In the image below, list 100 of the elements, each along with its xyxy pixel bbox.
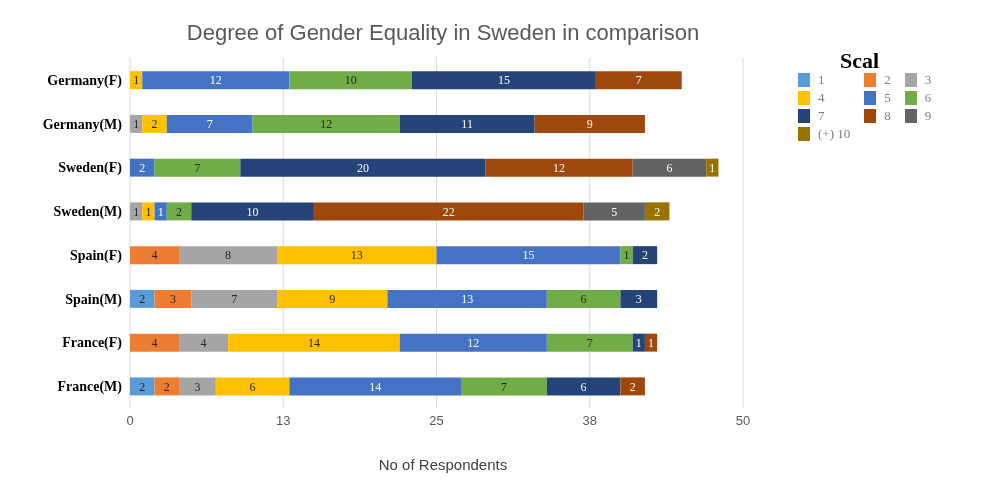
bar [436, 246, 621, 265]
y-tick-label: Sweden(M) [53, 204, 123, 221]
legend-label: 3 [924, 72, 932, 88]
data-label: 5 [611, 204, 618, 219]
data-label: 15 [522, 248, 535, 263]
data-label: 22 [442, 204, 455, 219]
data-label: 15 [497, 73, 510, 88]
data-label: 9 [329, 292, 336, 307]
bar [289, 71, 412, 90]
data-label: 2 [139, 160, 146, 175]
bar [546, 377, 621, 396]
bar [179, 246, 278, 265]
bar [179, 377, 216, 396]
bar [546, 333, 633, 352]
bar [387, 289, 547, 308]
data-label: 7 [500, 379, 507, 394]
x-tick-label: 13 [276, 413, 291, 429]
x-tick-label: 0 [126, 413, 134, 429]
bar [191, 202, 314, 221]
bar [644, 202, 670, 221]
data-label: 7 [206, 117, 213, 132]
bar [228, 333, 400, 352]
x-tick-label: 38 [582, 413, 597, 429]
bar [142, 71, 290, 90]
bar [191, 289, 278, 308]
data-label: 8 [225, 248, 232, 263]
data-label: 10 [344, 73, 357, 88]
bar [620, 377, 645, 396]
legend-label: (+) 10 [818, 126, 851, 142]
data-label: 2 [641, 248, 648, 263]
legend-label: 7 [818, 108, 825, 124]
data-label: 1 [623, 248, 630, 263]
data-label: 20 [356, 160, 369, 175]
data-label: 7 [586, 335, 593, 350]
legend-title: Scal [840, 48, 880, 73]
bar [154, 377, 180, 396]
bar [399, 114, 535, 133]
bar [595, 71, 682, 90]
bar [277, 246, 437, 265]
data-label: 10 [246, 204, 259, 219]
bar [215, 377, 290, 396]
bar [620, 289, 658, 308]
data-label: 14 [369, 379, 382, 394]
data-label: 1 [635, 335, 642, 350]
x-axis-title: No of Respondents [377, 456, 509, 473]
data-label: 3 [635, 292, 642, 307]
bar [546, 289, 621, 308]
bar [179, 333, 229, 352]
data-label: 3 [169, 292, 176, 307]
data-label: 1 [157, 204, 164, 219]
bar [130, 158, 155, 177]
legend-label: 9 [924, 108, 932, 124]
x-tick-label: 25 [429, 413, 444, 429]
data-label: 12 [467, 335, 480, 350]
data-label: 2 [139, 379, 146, 394]
y-tick-label: Spain(M) [65, 291, 123, 308]
data-label: 11 [461, 117, 473, 132]
data-label: 2 [654, 204, 661, 219]
bar [277, 289, 388, 308]
data-label: 12 [320, 117, 333, 132]
data-label: 2 [176, 204, 183, 219]
y-tick-label: Sweden(F) [58, 160, 123, 177]
data-label: 2 [139, 292, 146, 307]
legend-label: 2 [884, 72, 891, 88]
x-tick-label: 50 [735, 413, 751, 429]
bar [399, 333, 547, 352]
bar [154, 158, 241, 177]
legend-label: 1 [818, 72, 825, 88]
bar [461, 377, 547, 396]
data-label: 12 [209, 73, 222, 88]
bar [166, 114, 253, 133]
data-label: 7 [231, 292, 238, 307]
y-tick-label: Germany(M) [42, 116, 123, 133]
legend-label: 8 [884, 108, 891, 124]
data-label: 2 [629, 379, 636, 394]
y-tick-label: Spain(F) [69, 247, 123, 264]
data-label: 4 [151, 248, 158, 263]
data-label: 7 [194, 160, 201, 175]
bar [130, 333, 180, 352]
data-label: 9 [586, 117, 593, 132]
bar [313, 202, 584, 221]
data-label: 3 [194, 379, 201, 394]
y-tick-label: France(F) [62, 335, 123, 352]
data-label: 1 [133, 204, 140, 219]
data-label: 4 [151, 335, 158, 350]
data-label: 2 [163, 379, 170, 394]
data-label: 1 [133, 117, 140, 132]
legend-label: 6 [924, 90, 932, 106]
data-label: 4 [200, 335, 207, 350]
bar [166, 202, 192, 221]
data-label: 2 [151, 117, 158, 132]
data-label: 6 [666, 160, 673, 175]
data-label: 1 [648, 335, 655, 350]
data-label: 13 [350, 248, 363, 263]
data-label: 1 [709, 160, 716, 175]
data-label: 12 [553, 160, 566, 175]
data-label: 6 [249, 379, 256, 394]
bar [583, 202, 645, 221]
bar [289, 377, 462, 396]
data-label: 6 [580, 292, 587, 307]
